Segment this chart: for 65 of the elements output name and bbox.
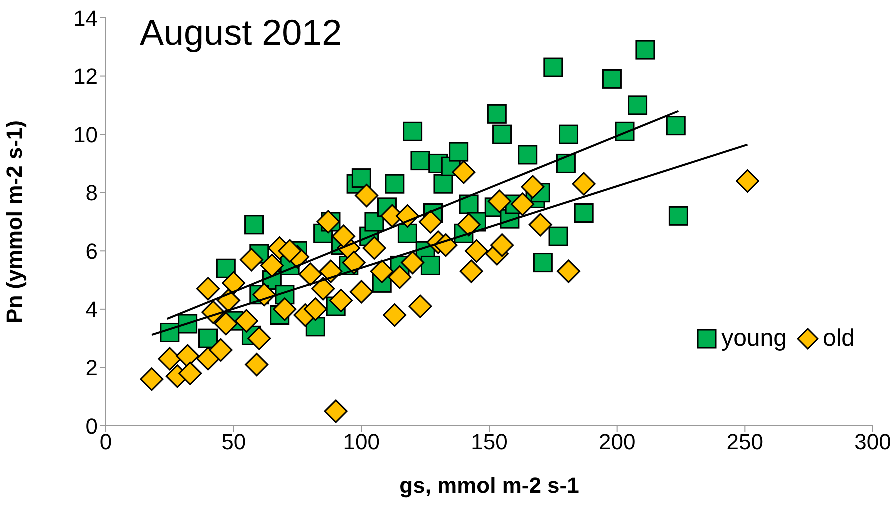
legend-label: old <box>822 325 855 353</box>
x-tick-label: 150 <box>471 430 508 455</box>
point <box>158 347 182 371</box>
point <box>332 224 356 248</box>
point <box>457 213 481 237</box>
point <box>298 262 322 286</box>
point <box>324 400 348 424</box>
point <box>214 312 238 336</box>
point <box>273 298 297 322</box>
point <box>342 251 366 275</box>
point <box>304 298 328 322</box>
point <box>176 344 200 368</box>
point <box>408 294 432 318</box>
point <box>528 213 552 237</box>
chart-title: August 2012 <box>140 12 342 53</box>
point <box>222 271 246 295</box>
point <box>196 277 220 301</box>
point <box>234 309 258 333</box>
point <box>370 260 394 284</box>
y-axis-title: Pn (ymmol m-2 s-1) <box>2 120 27 324</box>
y-tick-label: 12 <box>74 64 98 90</box>
point <box>312 277 336 301</box>
point <box>521 175 545 199</box>
y-tick-label: 0 <box>86 414 98 439</box>
point <box>196 347 220 371</box>
point <box>362 236 386 260</box>
y-tick-label: 8 <box>86 180 98 206</box>
point <box>736 169 760 193</box>
legend-label: young <box>722 325 787 353</box>
y-tick-label: 2 <box>86 356 98 381</box>
point <box>240 248 264 272</box>
point <box>355 184 379 208</box>
point <box>260 254 284 278</box>
point <box>278 239 302 263</box>
point <box>316 210 340 234</box>
point <box>209 338 233 362</box>
point <box>557 260 581 284</box>
point <box>319 260 343 284</box>
point <box>452 160 476 184</box>
point <box>140 368 164 392</box>
point <box>350 280 374 304</box>
point <box>488 190 512 214</box>
y-tick-label: 4 <box>86 297 98 322</box>
point <box>510 192 534 216</box>
point <box>388 266 412 290</box>
x-tick-label: 100 <box>343 430 380 455</box>
point <box>248 326 272 350</box>
y-tick-label: 10 <box>74 122 98 148</box>
x-axis-title: gs, mmol m-2 s-1 <box>400 473 580 498</box>
x-tick-label: 300 <box>854 430 892 455</box>
y-tick-label: 14 <box>74 6 98 31</box>
y-tick-label: 6 <box>86 238 98 264</box>
x-tick-label: 50 <box>222 430 246 455</box>
point <box>329 288 353 312</box>
point <box>464 239 488 263</box>
point <box>572 172 596 196</box>
point <box>383 304 407 328</box>
point <box>178 362 202 386</box>
point <box>460 260 484 284</box>
point <box>490 234 514 258</box>
point <box>401 251 425 275</box>
x-tick-label: 200 <box>598 430 636 455</box>
point <box>245 353 269 377</box>
point <box>418 210 442 234</box>
x-tick-label: 250 <box>726 430 764 455</box>
